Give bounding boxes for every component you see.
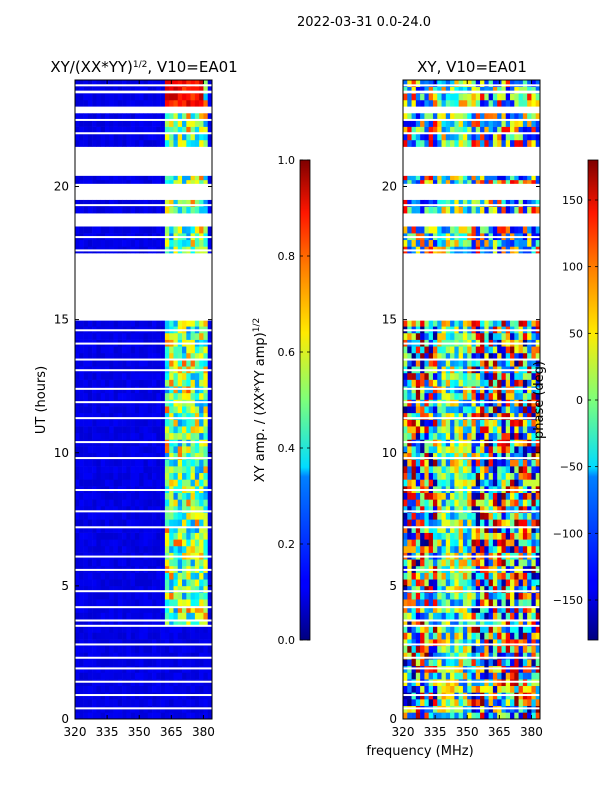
colorbar2-label: phase (deg) — [532, 361, 547, 439]
panel1-ytick-label: 20 — [54, 180, 69, 194]
panel2-xtick-label: 380 — [520, 725, 543, 739]
panel2-ytick-label: 20 — [382, 180, 397, 194]
panel2-xtick-label: 365 — [488, 725, 511, 739]
panel1-ytick-label: 0 — [61, 712, 69, 726]
colorbar2-tick-label: 0 — [576, 394, 583, 407]
panel2-title: XY, V10=EA01 — [417, 58, 527, 76]
panel2-ytick-label: 5 — [389, 579, 397, 593]
panel1-xtick-label: 335 — [96, 725, 119, 739]
panel1-ytick-label: 5 — [61, 579, 69, 593]
colorbar1-label: XY amp. / (XX*YY amp)1/2 — [252, 318, 268, 482]
colorbar1-tick-label: 1.0 — [278, 154, 296, 167]
panel1-frame — [74, 79, 213, 720]
panel1-title-main: XY/(XX*YY) — [50, 58, 133, 76]
panel2-xtick-label: 335 — [424, 725, 447, 739]
colorbar1-tick-label: 0.2 — [278, 538, 296, 551]
colorbar2-tick-label: −150 — [553, 594, 583, 607]
panel2-ytick-label: 0 — [389, 712, 397, 726]
colorbar1-label-main: XY amp. / (XX*YY amp) — [253, 332, 268, 482]
colorbar2-tick-label: 150 — [562, 194, 583, 207]
colorbar2-tick-label: 100 — [562, 261, 583, 274]
panel2-axes: 320 335 350 365 380 0 5 10 15 20 — [382, 80, 543, 739]
colorbar2-tick-label: 50 — [569, 327, 583, 340]
panel1-title-superscript: 1/2 — [133, 60, 147, 70]
shared-xlabel: frequency (MHz) — [366, 744, 473, 759]
colorbar1-tick-label: 0.0 — [278, 634, 296, 647]
panel2-ytick-label: 10 — [382, 446, 397, 460]
colorbar2-ticks: −150 −100 −50 0 50 100 150 — [553, 194, 598, 607]
colorbar1-tick-label: 0.8 — [278, 250, 296, 263]
colorbar1-ticks: 0.0 0.2 0.4 0.6 0.8 1.0 — [278, 154, 310, 647]
colorbar1 — [299, 159, 311, 641]
panel1-ytick-label: 15 — [54, 313, 69, 327]
colorbar2-tick-label: −50 — [560, 461, 583, 474]
panel1-xtick-label: 365 — [160, 725, 183, 739]
panel2-xtick-label: 320 — [392, 725, 415, 739]
panel1-xtick-label: 350 — [128, 725, 151, 739]
panel1-title-suffix: , V10=EA01 — [147, 58, 237, 76]
panel1-ytick-label: 10 — [54, 446, 69, 460]
colorbar1-tick-label: 0.4 — [278, 442, 296, 455]
colorbar2-tick-label: −100 — [553, 527, 583, 540]
panel1-xtick-label: 320 — [64, 725, 87, 739]
panel1-title: XY/(XX*YY)1/2, V10=EA01 — [50, 58, 237, 76]
panel1-ylabel: UT (hours) — [34, 366, 49, 434]
panel1-axes: 320 335 350 365 380 0 5 10 15 20 — [54, 80, 215, 739]
panel2-frame — [402, 79, 541, 720]
colorbar1-label-superscript: 1/2 — [252, 318, 262, 332]
panel2-heatmap — [403, 80, 541, 720]
colorbar1-tick-label: 0.6 — [278, 346, 296, 359]
figure-suptitle: 2022-03-31 0.0-24.0 — [297, 15, 431, 30]
panel2-xtick-label: 350 — [456, 725, 479, 739]
panel1-xtick-label: 380 — [192, 725, 215, 739]
panel1-heatmap — [75, 80, 213, 720]
panel2-ytick-label: 15 — [382, 313, 397, 327]
